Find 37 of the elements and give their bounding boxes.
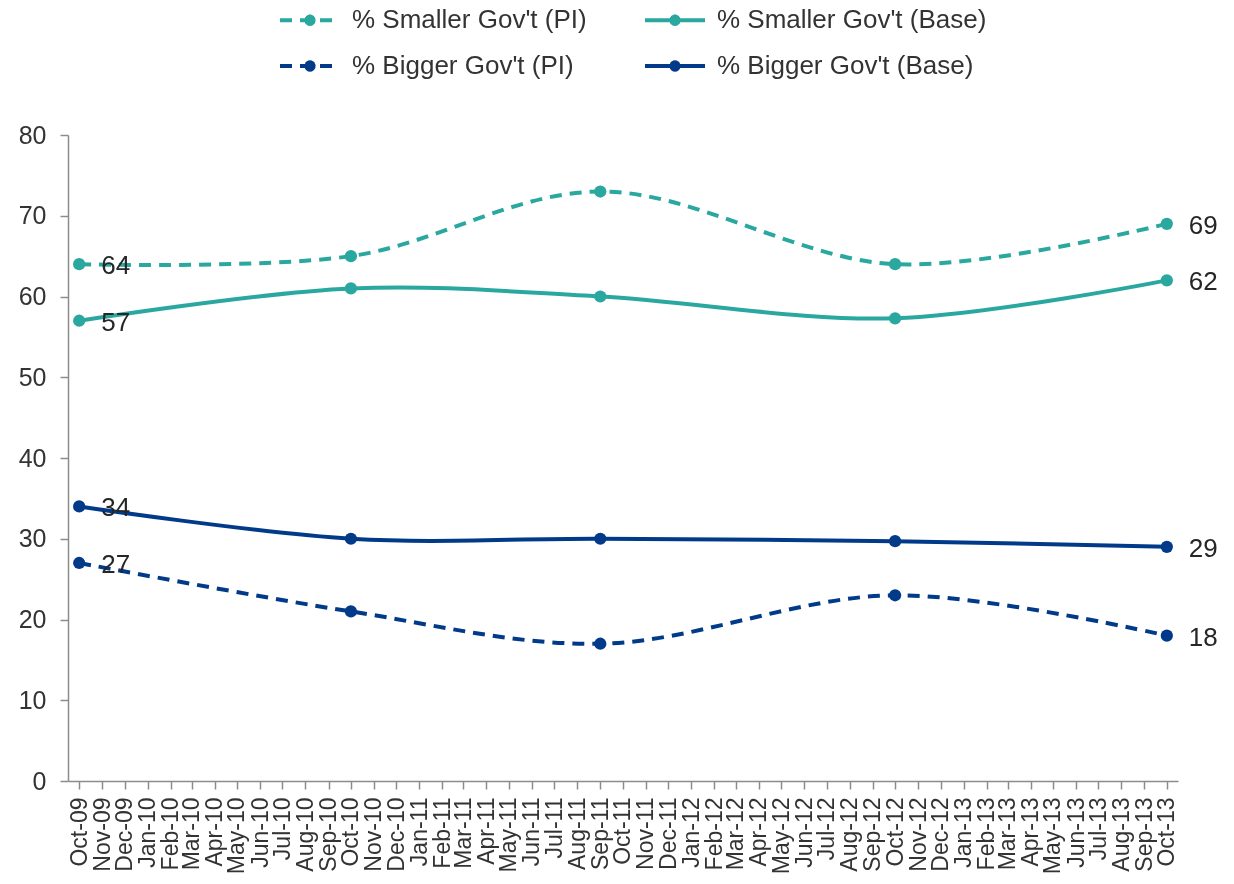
y-tick-label: 10 <box>18 685 47 714</box>
point <box>594 290 607 303</box>
point <box>594 637 607 650</box>
data-label: 18 <box>1188 621 1218 652</box>
point <box>1160 274 1173 287</box>
point <box>1160 629 1173 642</box>
legend-label: % Bigger Gov't (PI) <box>352 50 574 80</box>
y-tick-label: 40 <box>18 443 47 472</box>
legend-label: % Smaller Gov't (PI) <box>352 4 587 35</box>
y-tick-label: 30 <box>18 524 47 553</box>
y-tick-label: 70 <box>18 201 47 230</box>
point <box>888 589 902 602</box>
point <box>888 258 902 271</box>
point <box>73 500 86 513</box>
y-tick-label: 50 <box>18 362 47 391</box>
y-tick-label: 20 <box>18 605 47 633</box>
y-tick-label: 0 <box>32 766 47 795</box>
point <box>888 312 902 325</box>
data-label: 29 <box>1188 532 1218 563</box>
point <box>594 185 607 198</box>
point <box>344 605 358 618</box>
point <box>344 282 358 295</box>
y-tick-label: 80 <box>18 120 47 149</box>
point <box>344 532 358 545</box>
data-label: 62 <box>1188 266 1218 297</box>
point <box>73 556 86 570</box>
y-tick-label: 60 <box>18 282 47 310</box>
point <box>1160 217 1173 230</box>
point <box>594 532 607 545</box>
point <box>888 535 902 548</box>
point <box>73 258 86 271</box>
point <box>73 314 86 327</box>
data-label: 69 <box>1188 209 1218 240</box>
legend-label: % Bigger Gov't (Base) <box>717 50 974 80</box>
point <box>344 250 358 263</box>
legend-label: % Smaller Gov't (Base) <box>717 4 987 35</box>
point <box>1160 540 1173 553</box>
